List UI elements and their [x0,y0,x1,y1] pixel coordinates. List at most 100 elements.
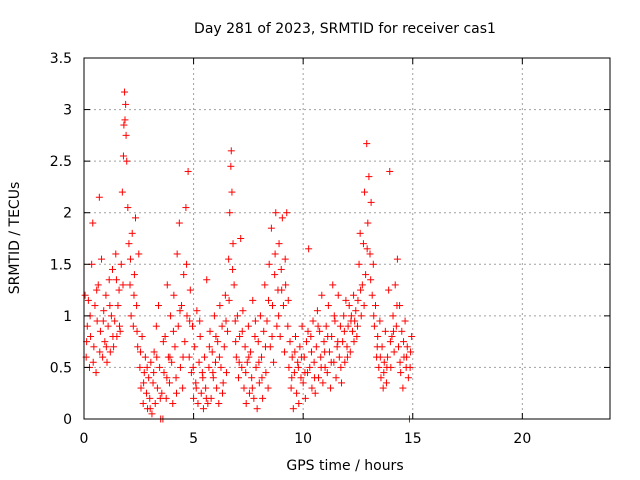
chart-title: Day 281 of 2023, SRMTID for receiver cas… [194,21,496,37]
data-point [267,224,275,232]
data-point [253,405,261,413]
data-point [84,296,92,304]
data-point [188,322,196,330]
data-point [396,358,404,366]
data-point [184,167,192,175]
data-point [96,348,104,356]
data-point [278,214,286,222]
data-point [279,302,287,310]
data-point [391,281,399,289]
data-point [408,332,416,340]
data-point [160,369,168,377]
y-tick-label: 0.5 [50,360,72,376]
data-point [377,374,385,382]
data-point [81,291,89,299]
data-point [169,400,177,408]
data-point [393,255,401,263]
data-point [307,332,315,340]
x-tick-label: 10 [294,431,312,447]
data-point [169,327,177,335]
data-point [294,358,302,366]
data-point [401,317,409,325]
data-point [183,260,191,268]
data-point [276,332,284,340]
data-point [362,271,370,279]
data-point [161,332,169,340]
data-point [343,353,351,361]
data-point [107,312,115,320]
data-point [181,338,189,346]
data-point [141,353,149,361]
data-point [167,312,175,320]
data-point [233,312,241,320]
x-tick-label: 20 [513,431,531,447]
data-point [251,317,259,325]
data-point [216,302,224,310]
data-point [261,281,269,289]
grid [84,58,610,419]
data-point [369,260,377,268]
data-point [102,343,110,351]
data-point [172,374,180,382]
data-point [92,369,100,377]
data-point [173,250,181,258]
data-point [350,338,358,346]
data-point [256,312,264,320]
data-point [357,312,365,320]
data-point [347,317,355,325]
data-point [367,198,375,206]
data-point [231,317,239,325]
data-point [159,338,167,346]
data-point [124,204,132,212]
data-point [250,394,258,402]
data-point [287,384,295,392]
data-point [240,384,248,392]
x-tick-label: 15 [404,431,422,447]
y-tick-label: 1 [63,309,72,325]
data-point [224,327,232,335]
data-point [294,363,302,371]
data-point [352,307,360,315]
data-point [186,317,194,325]
data-point [268,332,276,340]
data-point [109,332,117,340]
data-point [304,327,312,335]
data-point [192,384,200,392]
data-point [370,322,378,330]
data-point [350,291,358,299]
data-point [114,302,122,310]
data-point [195,358,203,366]
data-point [96,327,104,335]
data-point [228,188,236,196]
data-point [311,374,319,382]
data-point [230,281,238,289]
y-tick-label: 0 [63,412,72,428]
data-point [138,332,146,340]
data-point [130,271,138,279]
data-point [271,271,279,279]
data-point [130,291,138,299]
data-point [158,389,166,397]
data-point [238,363,246,371]
data-point [162,394,170,402]
data-point [330,312,338,320]
data-point [329,281,337,289]
data-point [244,322,252,330]
data-point [187,369,195,377]
data-point [190,394,198,402]
data-point [295,400,303,408]
data-point [106,302,114,310]
data-point [379,384,387,392]
data-point [348,327,356,335]
data-point [258,374,266,382]
data-point [384,353,392,361]
data-point [218,322,226,330]
data-point [368,291,376,299]
data-point [145,374,153,382]
data-point [283,209,291,217]
data-point [219,389,227,397]
data-point [249,296,257,304]
data-point [334,291,342,299]
y-axis-label: SRMTID / TECUs [7,182,23,295]
data-point [404,374,412,382]
